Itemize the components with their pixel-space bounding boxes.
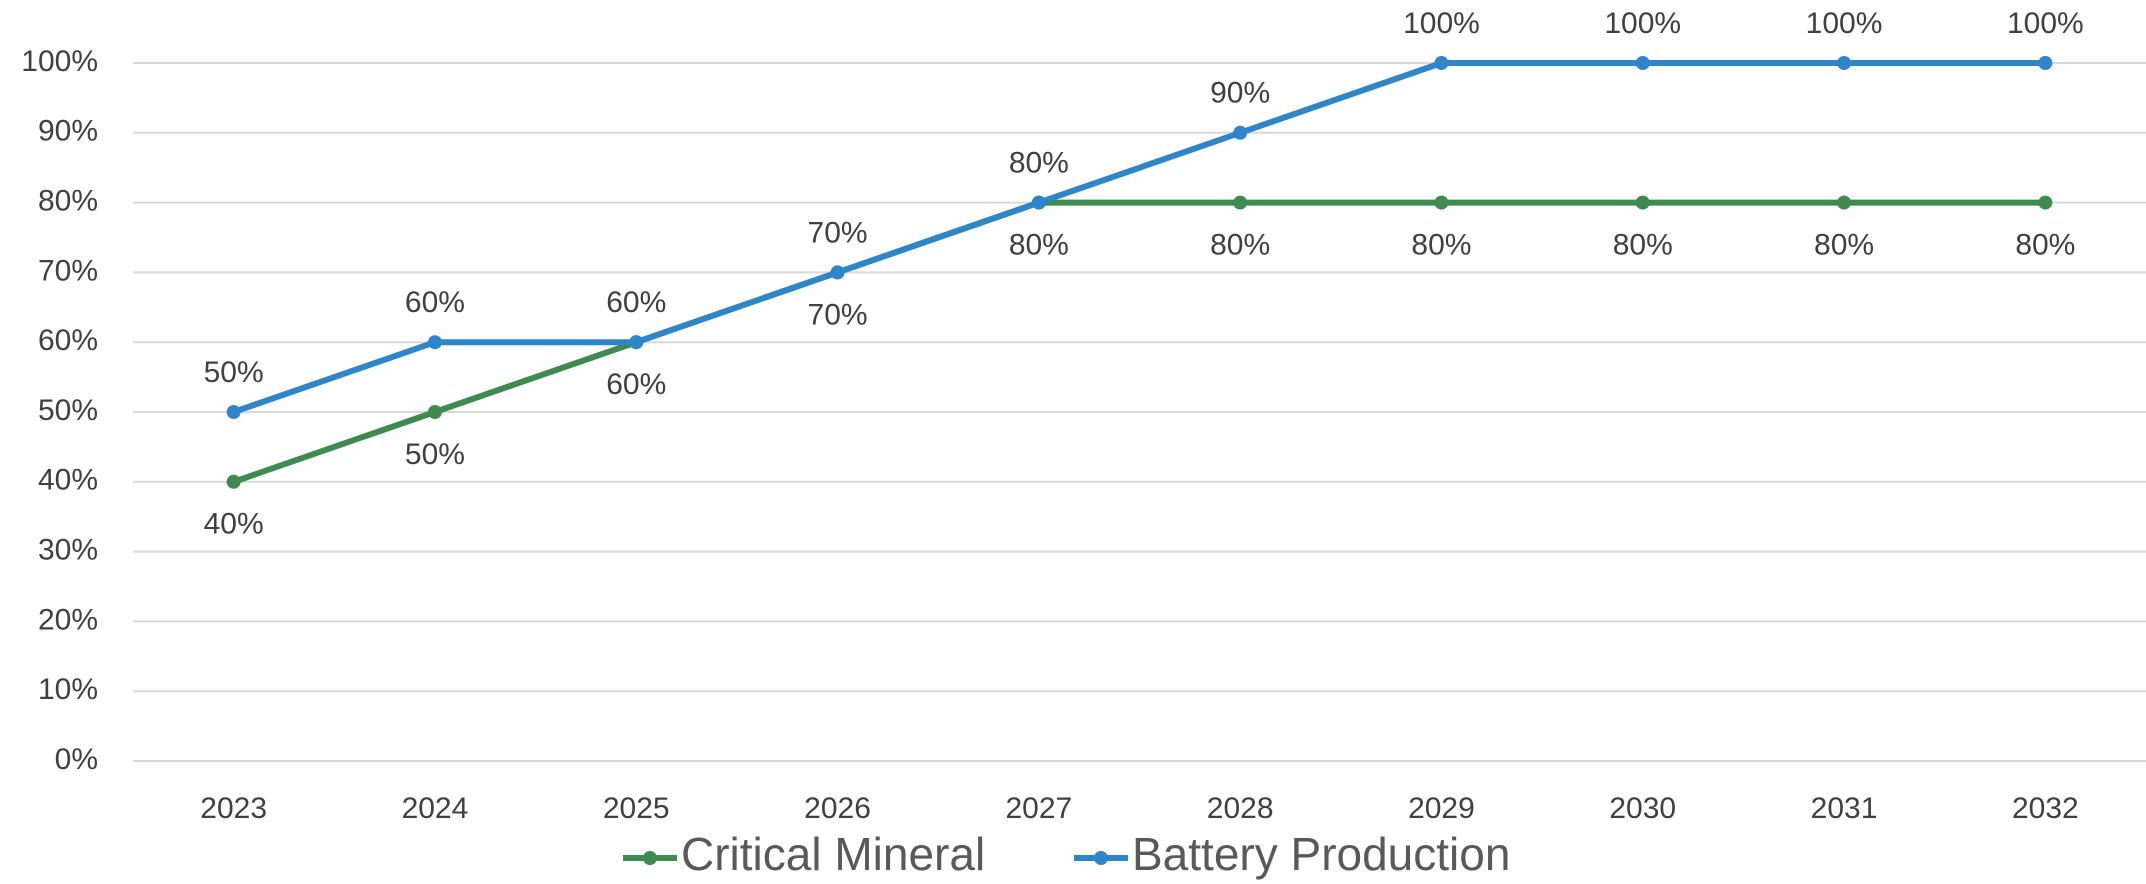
- y-tick-label: 30%: [38, 534, 98, 567]
- data-label: 50%: [204, 356, 264, 389]
- series-line: [232, 60, 2046, 415]
- y-tick-label: 90%: [38, 115, 98, 148]
- data-point: [1837, 195, 1852, 210]
- series-line: [232, 199, 2046, 485]
- data-point: [1434, 56, 1449, 70]
- x-tick-label: 2032: [2012, 792, 2079, 825]
- y-tick-label: 0%: [55, 743, 98, 776]
- data-label: 100%: [1403, 7, 1480, 40]
- y-tick-label: 40%: [38, 464, 98, 497]
- x-tick-label: 2026: [804, 792, 871, 825]
- y-tick-label: 10%: [38, 673, 98, 706]
- data-label: 70%: [808, 298, 868, 331]
- data-point: [1837, 56, 1852, 70]
- data-label: 80%: [1009, 147, 1069, 180]
- y-tick-label: 70%: [38, 254, 98, 287]
- legend-marker: [643, 851, 657, 865]
- data-label: 60%: [405, 286, 465, 319]
- x-tick-label: 2028: [1207, 792, 1274, 825]
- data-point: [226, 405, 241, 419]
- data-label: 80%: [2015, 229, 2075, 262]
- x-tick-label: 2029: [1408, 792, 1475, 825]
- data-point: [1233, 195, 1248, 210]
- data-label: 80%: [1613, 229, 1673, 262]
- y-tick-label: 80%: [38, 185, 98, 218]
- legend-label: Critical Mineral: [681, 828, 985, 880]
- x-tick-label: 2023: [200, 792, 267, 825]
- data-label: 50%: [405, 438, 465, 471]
- x-tick-label: 2025: [603, 792, 670, 825]
- data-label: 90%: [1210, 77, 1270, 110]
- data-label: 80%: [1009, 229, 1069, 262]
- y-tick-label: 20%: [38, 603, 98, 636]
- data-point: [1031, 195, 1046, 210]
- x-tick-label: 2031: [1811, 792, 1878, 825]
- data-label: 100%: [1604, 7, 1681, 40]
- data-point: [830, 265, 845, 280]
- data-point: [1635, 195, 1650, 210]
- data-point: [1635, 56, 1650, 70]
- x-tick-label: 2030: [1609, 792, 1676, 825]
- x-tick-label: 2027: [1005, 792, 1072, 825]
- x-tick-label: 2024: [402, 792, 469, 825]
- y-tick-label: 100%: [21, 45, 98, 78]
- data-point: [2038, 195, 2053, 210]
- y-tick-label: 50%: [38, 394, 98, 427]
- data-point: [1434, 195, 1449, 210]
- data-label: 70%: [808, 216, 868, 249]
- data-point: [427, 405, 442, 419]
- legend-marker: [1094, 851, 1108, 865]
- data-label: 60%: [606, 368, 666, 401]
- data-label: 80%: [1814, 229, 1874, 262]
- data-point: [1233, 125, 1248, 140]
- data-label: 40%: [204, 508, 264, 541]
- data-point: [226, 474, 241, 489]
- data-point: [2038, 56, 2053, 70]
- data-label: 60%: [606, 286, 666, 319]
- data-label: 80%: [1210, 229, 1270, 262]
- data-point: [629, 335, 644, 350]
- data-label: 100%: [1806, 7, 1883, 40]
- data-point: [427, 335, 442, 350]
- y-tick-label: 60%: [38, 324, 98, 357]
- data-label: 100%: [2007, 7, 2084, 40]
- data-label: 80%: [1411, 229, 1471, 262]
- legend-label: Battery Production: [1132, 828, 1510, 880]
